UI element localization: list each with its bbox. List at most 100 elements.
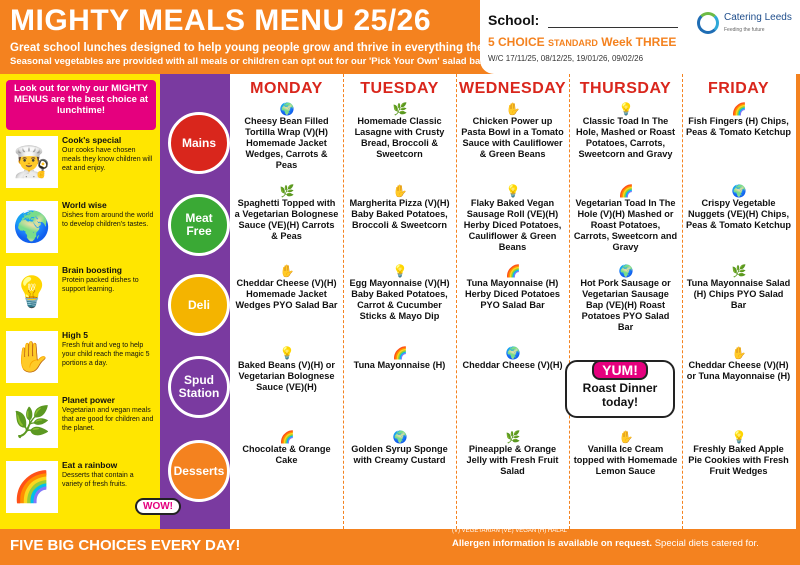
feature-title: High 5: [62, 330, 88, 340]
choice-week: 5 CHOICE STANDARD Week THREE: [488, 35, 677, 49]
menu-item-meatfree-wednesday: Flaky Baked Vegan Sausage Roll (VE)(H) H…: [463, 198, 562, 252]
menu-item-deli-wednesday: Tuna Mayonnaise (H) Herby Diced Potatoes…: [465, 278, 560, 310]
hand-icon: ✋: [6, 331, 58, 383]
column-divider: [569, 74, 570, 529]
feature-text: High 5 Fresh fruit and veg to help your c…: [62, 331, 154, 368]
feature-2: 💡 Brain boosting Protein packed dishes to …: [6, 266, 156, 326]
category-spud-station: Spud Station: [168, 356, 230, 418]
feature-0: 👨‍🍳 Cook's special Our cooks have chosen m…: [6, 136, 156, 196]
menu-marker-icon: 🌍: [505, 346, 521, 360]
menu-item-desserts-monday: Chocolate & Orange Cake: [242, 444, 331, 465]
feature-title: Eat a rainbow: [62, 460, 118, 470]
menu-marker-icon: 🌍: [731, 184, 747, 198]
menu-marker-icon: ✋: [731, 346, 747, 360]
header-subtitle: Great school lunches designed to help yo…: [10, 42, 511, 54]
menu-item-mains-friday: Fish Fingers (H) Chips, Peas & Tomato Ke…: [686, 116, 791, 137]
menu-marker-icon: 💡: [618, 102, 634, 116]
week-commencing: W/C 17/11/25, 08/12/25, 19/01/26, 09/02/…: [488, 54, 644, 63]
menu-marker-icon: 💡: [731, 430, 747, 444]
yum-text: Roast Dinner today!: [582, 381, 658, 409]
menu-item-desserts-friday: Freshly Baked Apple Pie Cookies with Fre…: [688, 444, 789, 476]
menu-item-mains-tuesday: Homemade Classic Lasagne with Crusty Bre…: [354, 116, 445, 159]
menu-item-mains-thursday: Classic Toad In The Hole, Mashed or Roas…: [575, 116, 676, 159]
lightbulb-icon: 💡: [6, 266, 58, 318]
menu-item-deli-tuesday: Egg Mayonnaise (V)(H) Baby Baked Potatoe…: [349, 278, 450, 321]
leaf-icon: 🌿: [6, 396, 58, 448]
info-panel: [480, 0, 800, 74]
menu-marker-icon: ✋: [279, 264, 295, 278]
menu-marker-icon: ✋: [618, 430, 634, 444]
menu-marker-icon: 🌿: [279, 184, 295, 198]
page-title: MIGHTY MEALS MENU 25/26: [10, 4, 432, 37]
category-desserts: Desserts: [168, 440, 230, 502]
feature-text: Eat a rainbow Desserts that contain a var…: [62, 461, 154, 489]
day-header-thursday: THURSDAY: [579, 80, 672, 97]
feature-5: 🌈 Eat a rainbow Desserts that contain a va…: [6, 461, 156, 521]
menu-item-meatfree-tuesday: Margherita Pizza (V)(H) Baby Baked Potat…: [349, 198, 450, 230]
menu-item-meatfree-thursday: Vegetarian Toad In The Hole (V)(H) Mashe…: [573, 198, 678, 252]
day-header-friday: FRIDAY: [707, 80, 770, 97]
day-header-tuesday: TUESDAY: [360, 80, 439, 97]
menu-marker-icon: ✋: [505, 102, 521, 116]
feature-1: 🌍 World wise Dishes from around the world …: [6, 201, 156, 261]
feature-title: World wise: [62, 200, 107, 210]
menu-item-desserts-thursday: Vanilla Ice Cream topped with Homemade L…: [573, 444, 678, 476]
menu-marker-icon: 🌍: [618, 264, 634, 278]
menu-item-desserts-wednesday: Pineapple & Orange Jelly with Fresh Frui…: [466, 444, 559, 476]
category-meat-free: Meat Free: [168, 194, 230, 256]
school-label: School:: [488, 12, 540, 28]
feature-title: Brain boosting: [62, 265, 122, 275]
globe-icon: 🌍: [6, 201, 58, 253]
category-deli: Deli: [168, 274, 230, 336]
day-header-monday: MONDAY: [250, 80, 323, 97]
menu-item-spud-tuesday: Tuna Mayonnaise (H): [353, 360, 446, 370]
menu-item-desserts-tuesday: Golden Syrup Sponge with Creamy Custard: [351, 444, 448, 465]
menu-marker-icon: 🌈: [618, 184, 634, 198]
school-name-line: [548, 27, 678, 28]
menu-marker-icon: 🌿: [731, 264, 747, 278]
feature-text: Planet power Vegetarian and vegan meals t…: [62, 396, 154, 433]
feature-desc: Fresh fruit and veg to help your child r…: [62, 342, 150, 367]
column-divider: [682, 74, 683, 529]
yum-badge: YUM! Roast Dinner today!: [565, 360, 675, 418]
feature-title: Planet power: [62, 395, 115, 405]
column-divider: [456, 74, 457, 529]
day-header-wednesday: WEDNESDAY: [458, 80, 567, 97]
menu-item-mains-wednesday: Chicken Power up Pasta Bowl in a Tomato …: [461, 116, 564, 159]
menu-item-mains-monday: Cheesy Bean Filled Tortilla Wrap (V)(H) …: [244, 116, 329, 170]
feature-title: Cook's special: [62, 135, 122, 145]
feature-4: 🌿 Planet power Vegetarian and vegan meals …: [6, 396, 156, 456]
five-choices-text: FIVE BIG CHOICES EVERY DAY!: [10, 537, 241, 554]
feature-text: Cook's special Our cooks have chosen meal…: [62, 136, 154, 173]
menu-marker-icon: 🌿: [505, 430, 521, 444]
feature-desc: Protein packed dishes to support learnin…: [62, 277, 139, 293]
feature-desc: Our cooks have chosen meals they know ch…: [62, 147, 153, 172]
menu-item-deli-thursday: Hot Pork Sausage or Vegetarian Sausage B…: [580, 278, 671, 332]
menu-item-deli-monday: Cheddar Cheese (V)(H) Homemade Jacket We…: [235, 278, 338, 310]
feature-text: Brain boosting Protein packed dishes to s…: [62, 266, 154, 294]
allergen-note: Allergen information is available on req…: [452, 538, 759, 549]
logo-text: Catering Leeds Feeding the future: [724, 12, 792, 33]
rainbow-icon: 🌈: [6, 461, 58, 513]
menu-marker-icon: 💡: [392, 264, 408, 278]
column-divider: [343, 74, 344, 529]
feature-text: World wise Dishes from around the world t…: [62, 201, 154, 229]
diet-legend: (V) VEGETARIAN (VE) VEGAN (H) HALAL: [452, 528, 567, 534]
menu-item-deli-friday: Tuna Mayonnaise Salad (H) Chips PYO Sala…: [686, 278, 791, 310]
category-column: Mains Meat Free Deli Spud Station Desserts: [160, 74, 230, 529]
catering-leeds-logo-icon: [697, 12, 719, 34]
category-mains: Mains: [168, 112, 230, 174]
menu-marker-icon: 🌈: [505, 264, 521, 278]
footer-bar: [0, 529, 800, 565]
yum-label: YUM!: [592, 360, 648, 380]
menu-marker-icon: 🌈: [731, 102, 747, 116]
menu-marker-icon: 💡: [505, 184, 521, 198]
menu-marker-icon: 🌈: [279, 430, 295, 444]
feature-desc: Vegetarian and vegan meals that are good…: [62, 407, 154, 432]
menu-item-meatfree-friday: Crispy Vegetable Nuggets (VE)(H) Chips, …: [686, 198, 791, 230]
menu-marker-icon: 🌍: [392, 430, 408, 444]
chef-hat-icon: 👨‍🍳: [6, 136, 58, 188]
wow-badge: WOW!: [135, 498, 181, 515]
menu-item-spud-monday: Baked Beans (V)(H) or Vegetarian Bologne…: [238, 360, 335, 392]
feature-desc: Dishes from around the world to develop …: [62, 212, 154, 228]
